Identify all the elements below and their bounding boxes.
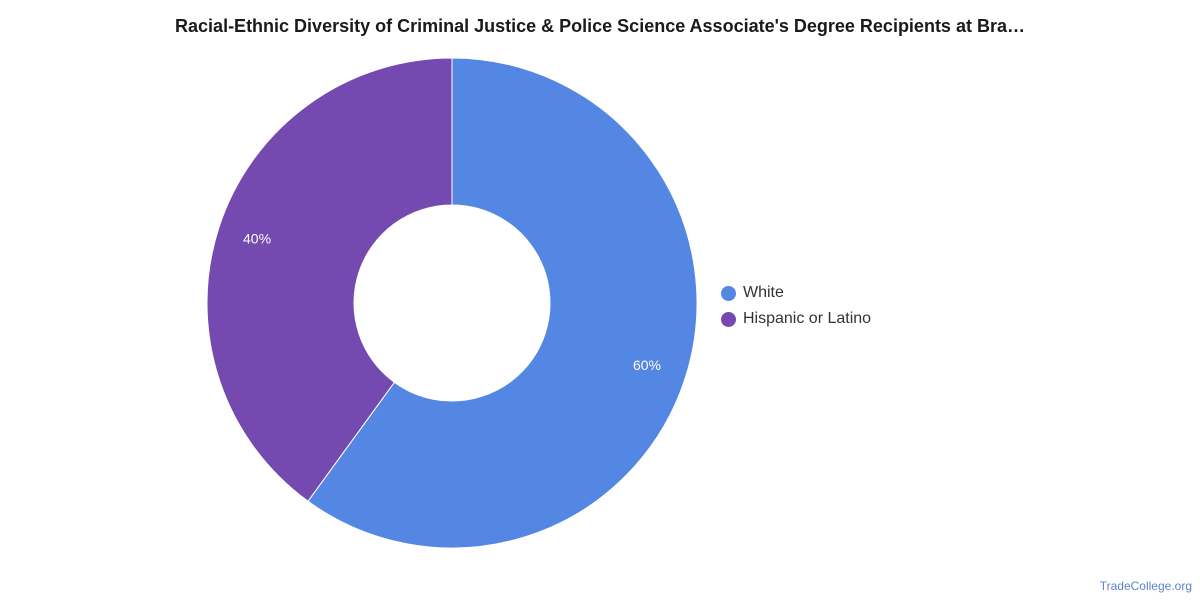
legend-label-hispanic-or-latino: Hispanic or Latino xyxy=(743,310,872,327)
legend-swatch-white xyxy=(721,285,736,301)
legend-item-white[interactable]: White xyxy=(721,280,871,306)
chart-title: Racial-Ethnic Diversity of Criminal Just… xyxy=(175,16,1025,36)
legend-swatch-hispanic-or-latino xyxy=(721,311,736,327)
slice-label-white: 60% xyxy=(633,357,661,373)
slice-hispanic-or-latino[interactable] xyxy=(206,57,453,502)
legend: White Hispanic or Latino xyxy=(721,280,871,332)
legend-label-white: White xyxy=(743,284,784,301)
watermark[interactable]: TradeCollege.org xyxy=(1099,579,1192,593)
slice-white[interactable] xyxy=(307,57,698,549)
slice-label-hispanic-or-latino: 40% xyxy=(243,230,271,246)
legend-item-hispanic-or-latino[interactable]: Hispanic or Latino xyxy=(721,306,871,332)
